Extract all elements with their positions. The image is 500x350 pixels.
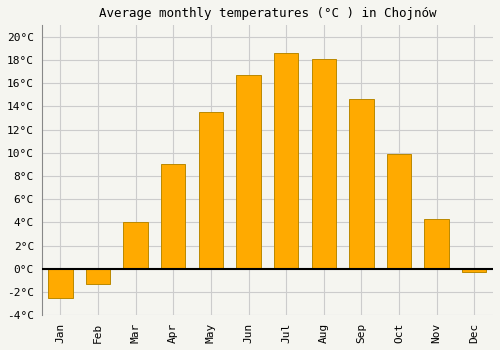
Bar — [48, 269, 72, 298]
Bar — [312, 59, 336, 269]
Bar — [198, 112, 223, 269]
Bar — [462, 269, 486, 272]
Title: Average monthly temperatures (°C ) in Chojnów: Average monthly temperatures (°C ) in Ch… — [98, 7, 436, 20]
Bar — [349, 99, 374, 269]
Bar — [86, 269, 110, 284]
Bar — [274, 53, 298, 269]
Bar — [124, 222, 148, 269]
Bar — [236, 75, 260, 269]
Bar — [424, 219, 449, 269]
Bar — [387, 154, 411, 269]
Bar — [161, 164, 186, 269]
